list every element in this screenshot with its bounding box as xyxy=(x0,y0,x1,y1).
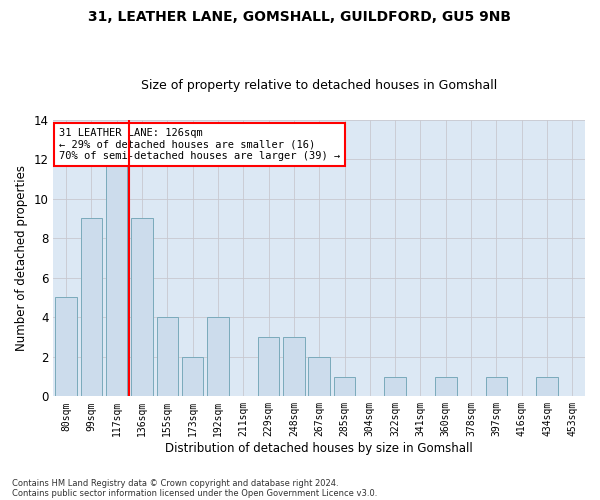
Bar xyxy=(485,376,507,396)
Bar xyxy=(258,337,280,396)
Bar xyxy=(334,376,355,396)
Bar xyxy=(283,337,305,396)
Bar xyxy=(106,159,127,396)
Bar xyxy=(182,357,203,397)
Bar xyxy=(207,318,229,396)
Bar xyxy=(80,218,102,396)
Y-axis label: Number of detached properties: Number of detached properties xyxy=(15,165,28,351)
Text: 31, LEATHER LANE, GOMSHALL, GUILDFORD, GU5 9NB: 31, LEATHER LANE, GOMSHALL, GUILDFORD, G… xyxy=(89,10,511,24)
Text: 31 LEATHER LANE: 126sqm
← 29% of detached houses are smaller (16)
70% of semi-de: 31 LEATHER LANE: 126sqm ← 29% of detache… xyxy=(59,128,340,161)
Bar xyxy=(435,376,457,396)
Text: Contains HM Land Registry data © Crown copyright and database right 2024.: Contains HM Land Registry data © Crown c… xyxy=(12,478,338,488)
Bar xyxy=(131,218,153,396)
Bar xyxy=(55,298,77,396)
Bar xyxy=(536,376,558,396)
Bar xyxy=(385,376,406,396)
Bar xyxy=(308,357,330,397)
X-axis label: Distribution of detached houses by size in Gomshall: Distribution of detached houses by size … xyxy=(166,442,473,455)
Bar xyxy=(157,318,178,396)
Text: Contains public sector information licensed under the Open Government Licence v3: Contains public sector information licen… xyxy=(12,488,377,498)
Title: Size of property relative to detached houses in Gomshall: Size of property relative to detached ho… xyxy=(141,79,497,92)
